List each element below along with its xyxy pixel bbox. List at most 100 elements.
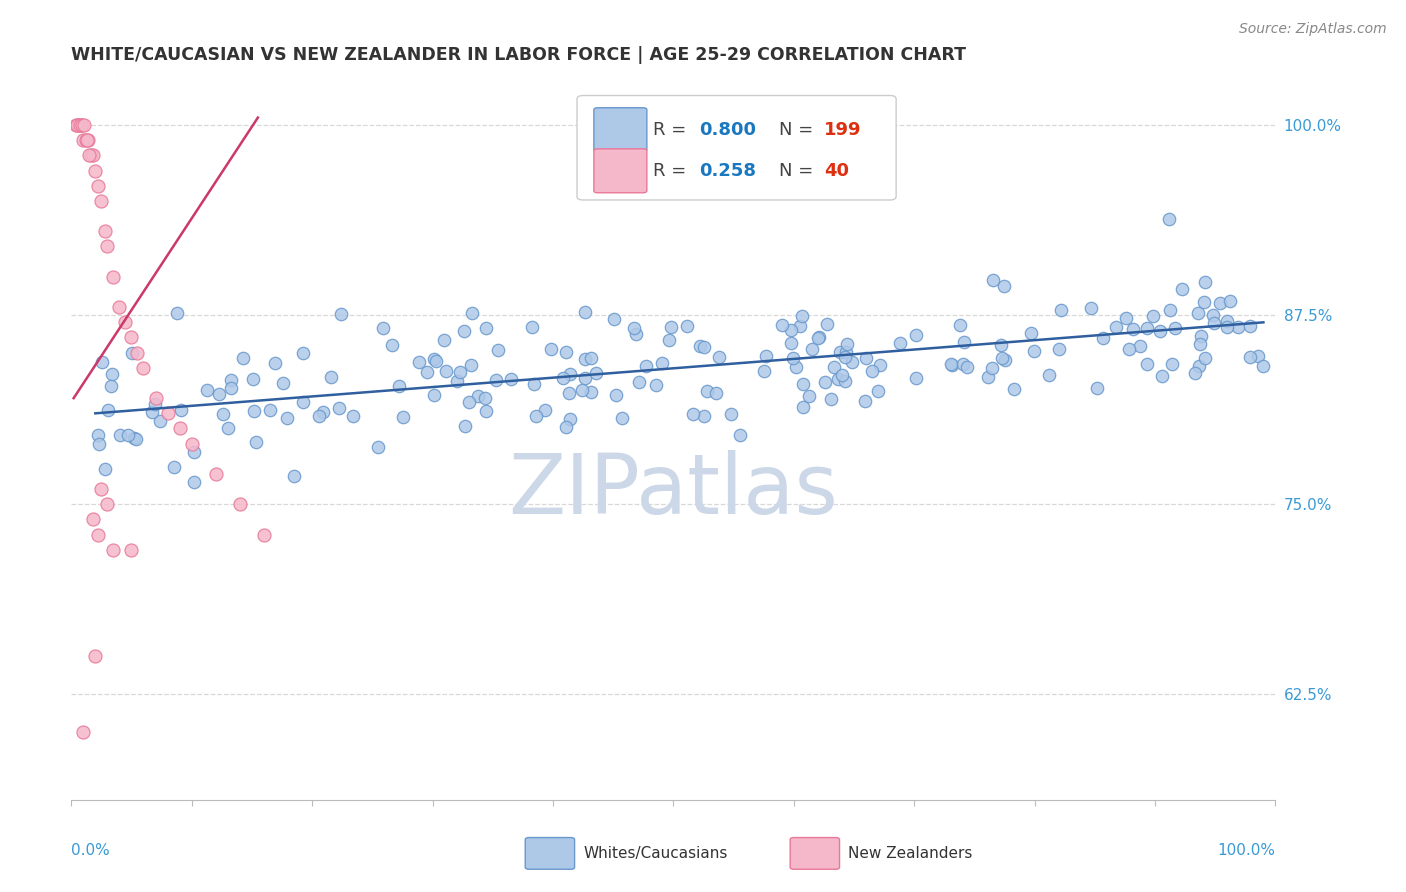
Point [124, 431, 146, 445]
Point [422, 351, 444, 366]
FancyBboxPatch shape [576, 95, 896, 200]
Point [1189, 329, 1212, 343]
Text: Whites/Caucasians: Whites/Caucasians [583, 846, 727, 861]
Point [1251, 359, 1274, 373]
Text: R =: R = [652, 162, 692, 180]
Point [1216, 314, 1239, 328]
Point [433, 333, 456, 347]
Point [392, 409, 415, 424]
Point [212, 407, 235, 421]
Point [792, 377, 814, 392]
Point [634, 359, 657, 373]
Point [89, 437, 111, 451]
Point [73, 118, 96, 132]
Point [770, 318, 793, 333]
Point [1161, 357, 1184, 371]
Point [90, 482, 112, 496]
Point [72, 724, 94, 739]
Point [474, 391, 496, 405]
Point [554, 420, 576, 434]
Point [807, 330, 830, 344]
Point [560, 367, 582, 381]
Point [814, 375, 837, 389]
Point [125, 432, 148, 446]
Point [1219, 294, 1241, 309]
Point [170, 403, 193, 417]
Point [905, 327, 928, 342]
Point [990, 338, 1012, 352]
Point [558, 386, 581, 401]
Point [755, 349, 778, 363]
Point [145, 391, 167, 405]
Point [790, 309, 813, 323]
Point [540, 343, 562, 357]
Point [425, 354, 447, 368]
Point [1019, 326, 1042, 340]
Point [720, 408, 742, 422]
Point [1159, 303, 1181, 318]
Point [70, 118, 93, 132]
Point [291, 395, 314, 409]
FancyBboxPatch shape [790, 838, 839, 869]
Point [994, 353, 1017, 368]
Point [1216, 319, 1239, 334]
Point [855, 394, 877, 409]
Point [558, 412, 581, 426]
Point [752, 364, 775, 378]
Point [789, 319, 811, 334]
Point [423, 388, 446, 402]
Point [1091, 331, 1114, 345]
Point [264, 356, 287, 370]
Point [195, 384, 218, 398]
Point [782, 351, 804, 366]
Text: New Zealanders: New Zealanders [848, 846, 973, 861]
FancyBboxPatch shape [526, 838, 575, 869]
Point [949, 318, 972, 332]
Point [1129, 339, 1152, 353]
Point [276, 411, 298, 425]
Point [1184, 366, 1206, 380]
Point [977, 369, 1000, 384]
Point [94, 224, 117, 238]
Point [939, 357, 962, 371]
Point [623, 321, 645, 335]
Text: N =: N = [779, 162, 820, 180]
Point [453, 324, 475, 338]
Point [780, 336, 803, 351]
Point [689, 339, 711, 353]
Point [283, 468, 305, 483]
Point [579, 351, 602, 366]
Point [87, 527, 110, 541]
Point [693, 409, 716, 423]
Point [271, 376, 294, 391]
Point [1202, 309, 1225, 323]
Point [605, 388, 627, 402]
Point [523, 376, 546, 391]
Point [834, 374, 856, 388]
Point [693, 340, 716, 354]
Point [797, 389, 820, 403]
Point [820, 392, 842, 406]
FancyBboxPatch shape [593, 149, 647, 193]
Point [101, 368, 124, 382]
Point [90, 194, 112, 208]
Point [460, 358, 482, 372]
Point [79, 148, 101, 162]
Point [242, 372, 264, 386]
Point [574, 305, 596, 319]
Point [72, 133, 94, 147]
Point [84, 648, 107, 663]
Point [834, 350, 856, 364]
Point [82, 148, 104, 162]
Point [408, 355, 430, 369]
Point [785, 359, 807, 374]
Point [1188, 359, 1211, 374]
Point [217, 421, 239, 435]
Point [628, 376, 651, 390]
Point [149, 413, 172, 427]
Point [841, 354, 863, 368]
Point [860, 364, 883, 378]
Point [291, 346, 314, 360]
Text: 0.0%: 0.0% [72, 843, 110, 858]
Point [676, 318, 699, 333]
